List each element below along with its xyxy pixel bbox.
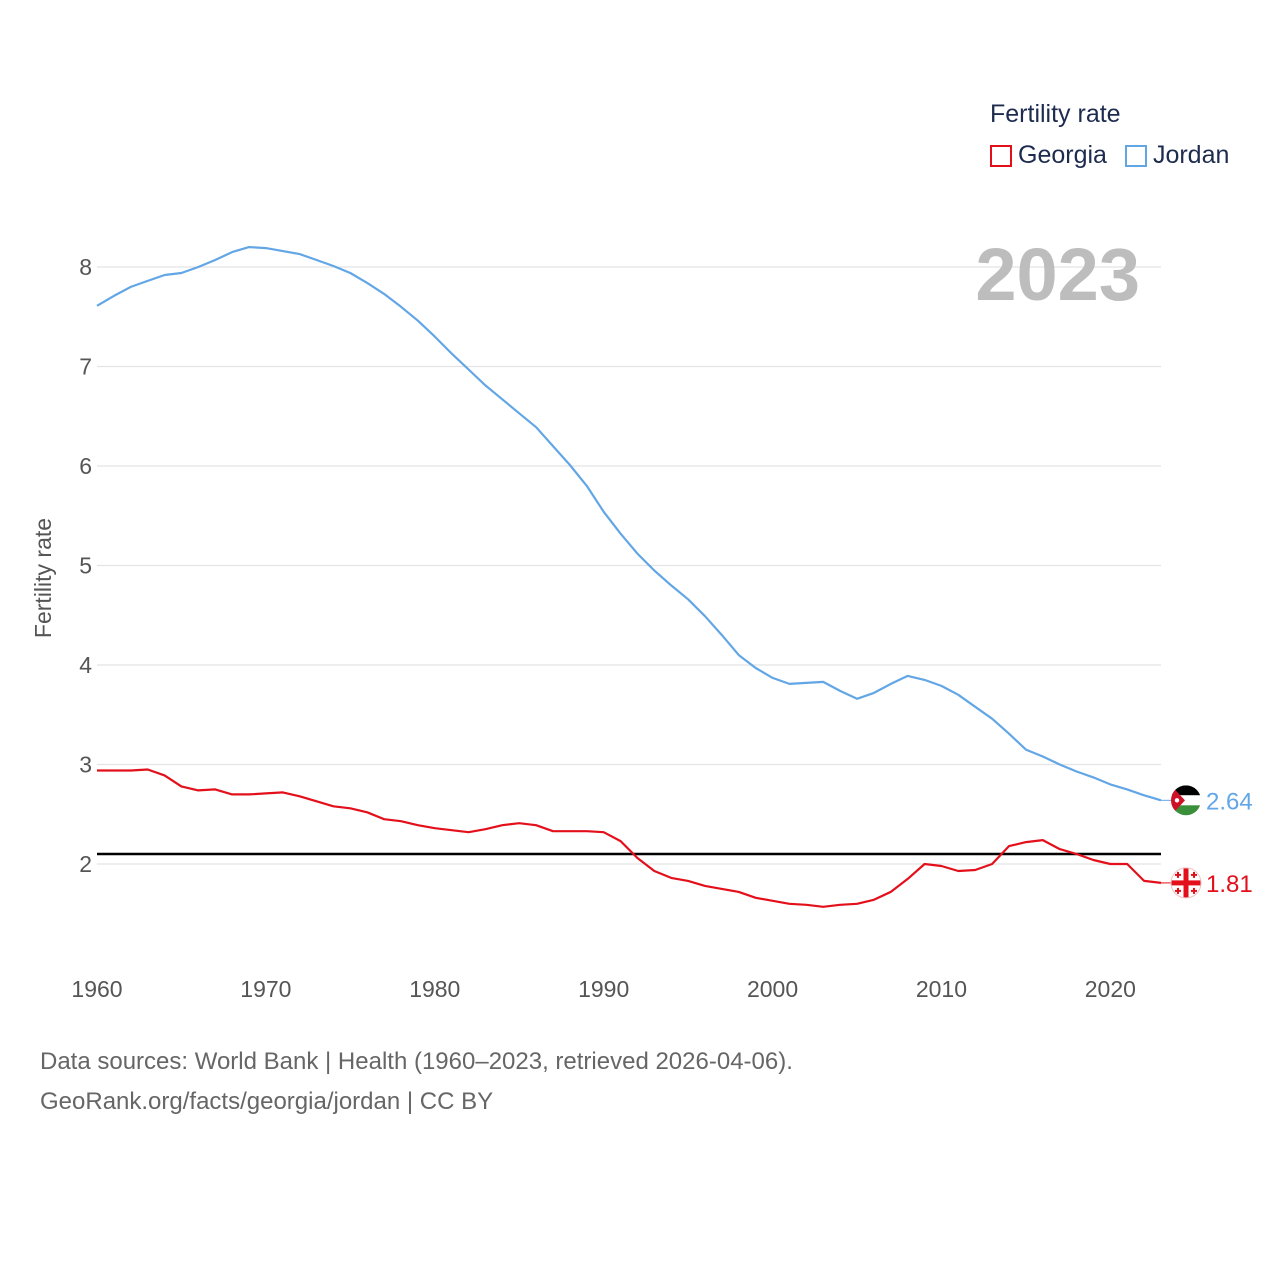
flag-stripe-green bbox=[1171, 805, 1201, 816]
y-tick-label-5: 5 bbox=[79, 553, 92, 579]
data-source-note: Data sources: World Bank | Health (1960–… bbox=[40, 1048, 793, 1075]
georgia-flag-icon bbox=[1171, 867, 1201, 898]
flag-small-cross-h-2 bbox=[1175, 889, 1181, 892]
series-line-georgia bbox=[97, 768, 1162, 908]
flag-small-cross-h-3 bbox=[1191, 889, 1197, 892]
series-end-markers: 1.81 2.64 bbox=[1161, 785, 1253, 899]
x-tick-label-2020: 2020 bbox=[1085, 976, 1136, 1002]
legend: Fertility rate Georgia Jordan bbox=[990, 100, 1229, 170]
y-tick-label-2: 2 bbox=[79, 851, 92, 877]
x-tick-label-2000: 2000 bbox=[747, 976, 798, 1002]
flag-star bbox=[1174, 798, 1180, 803]
y-tick-label-3: 3 bbox=[79, 752, 92, 778]
flag-stripe-white bbox=[1171, 795, 1201, 806]
flag-stripe-black bbox=[1171, 785, 1201, 796]
x-tick-label-1990: 1990 bbox=[578, 976, 629, 1002]
y-tick-label-8: 8 bbox=[79, 254, 92, 280]
flag-small-cross-h-1 bbox=[1191, 873, 1197, 876]
legend-item-georgia[interactable]: Georgia bbox=[990, 141, 1107, 170]
source-link[interactable]: GeoRank.org/facts/georgia/jordan | CC BY bbox=[40, 1088, 494, 1115]
gridlines bbox=[97, 266, 1161, 865]
series-line-jordan bbox=[96, 246, 1162, 802]
x-axis-ticks: 1960 1970 1980 1990 2000 2010 2020 bbox=[71, 976, 1136, 1002]
year-stamp: 2023 bbox=[975, 233, 1140, 316]
x-tick-label-1980: 1980 bbox=[409, 976, 460, 1002]
x-tick-label-2010: 2010 bbox=[916, 976, 967, 1002]
y-tick-label-4: 4 bbox=[79, 652, 92, 678]
footer: Data sources: World Bank | Health (1960–… bbox=[40, 1042, 793, 1122]
jordan-flag-icon bbox=[1171, 785, 1201, 816]
flag-cross-horizontal bbox=[1171, 880, 1201, 886]
y-axis-label: Fertility rate bbox=[30, 518, 56, 638]
flag-border-georgia bbox=[1170, 867, 1202, 899]
y-axis-ticks: 2 3 4 5 6 7 8 bbox=[79, 254, 92, 877]
end-value-label-georgia: 1.81 bbox=[1206, 871, 1253, 898]
y-tick-label-6: 6 bbox=[79, 453, 92, 479]
legend-label-georgia: Georgia bbox=[1018, 141, 1107, 169]
x-tick-label-1960: 1960 bbox=[71, 976, 122, 1002]
end-value-label-jordan: 2.64 bbox=[1206, 788, 1253, 815]
series-lines bbox=[96, 246, 1162, 908]
legend-label-jordan: Jordan bbox=[1152, 141, 1230, 169]
legend-title: Fertility rate bbox=[990, 100, 1121, 128]
legend-swatch-georgia bbox=[990, 144, 1012, 167]
flag-small-cross-h-0 bbox=[1175, 873, 1181, 876]
y-tick-label-7: 7 bbox=[79, 354, 92, 380]
legend-item-jordan[interactable]: Jordan bbox=[1124, 141, 1230, 170]
x-tick-label-1970: 1970 bbox=[240, 976, 291, 1002]
legend-swatch-jordan bbox=[1124, 144, 1147, 167]
